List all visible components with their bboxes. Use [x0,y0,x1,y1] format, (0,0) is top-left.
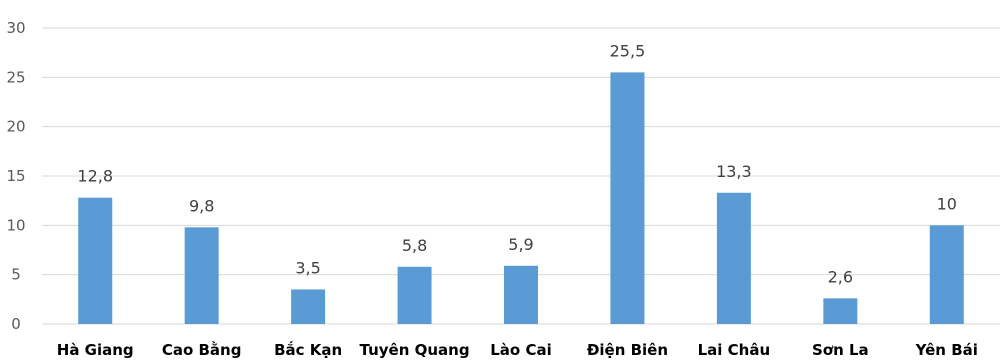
category-label: Lai Châu [698,341,771,359]
bar [929,225,964,324]
bar [504,265,538,324]
y-axis-tick-labels: 0 5 10 15 20 25 30 [6,19,25,333]
bar [716,192,751,324]
bar [397,266,432,324]
y-tick-label: 30 [6,19,25,37]
y-tick-label: 25 [6,68,25,86]
data-labels: 12,8 9,8 3,5 5,8 5,9 25,5 13,3 2,6 10 [77,41,957,286]
y-tick-label: 20 [6,118,25,136]
data-label: 12,8 [77,167,113,186]
category-label: Điện Biên [587,341,668,359]
category-label: Hà Giang [57,341,134,359]
data-label: 5,8 [402,236,427,255]
x-axis-category-labels: Hà Giang Cao Bằng Bắc Kạn Tuyên Quang Lào Ca… [57,340,978,359]
category-label: Yên Bái [915,341,978,359]
category-label: Cao Bằng [162,340,242,359]
data-label: 3,5 [295,258,320,277]
data-label: 9,8 [189,196,214,215]
data-label: 10 [937,194,957,213]
category-label: Sơn La [812,341,869,359]
y-tick-label: 5 [11,266,21,284]
data-label: 2,6 [828,267,853,286]
data-label: 13,3 [716,162,752,181]
y-tick-label: 15 [6,167,25,185]
bar [78,197,113,324]
category-label: Lào Cai [490,341,551,359]
data-label: 5,9 [508,235,533,254]
bar [610,72,645,325]
bar [184,227,219,324]
bars [78,72,964,325]
data-label: 25,5 [610,41,646,60]
bar [291,289,326,324]
category-label: Tuyên Quang [360,341,470,359]
bar [823,298,858,324]
y-tick-label: 10 [6,216,25,234]
category-label: Bắc Kạn [274,340,342,359]
y-tick-label: 0 [11,315,21,333]
